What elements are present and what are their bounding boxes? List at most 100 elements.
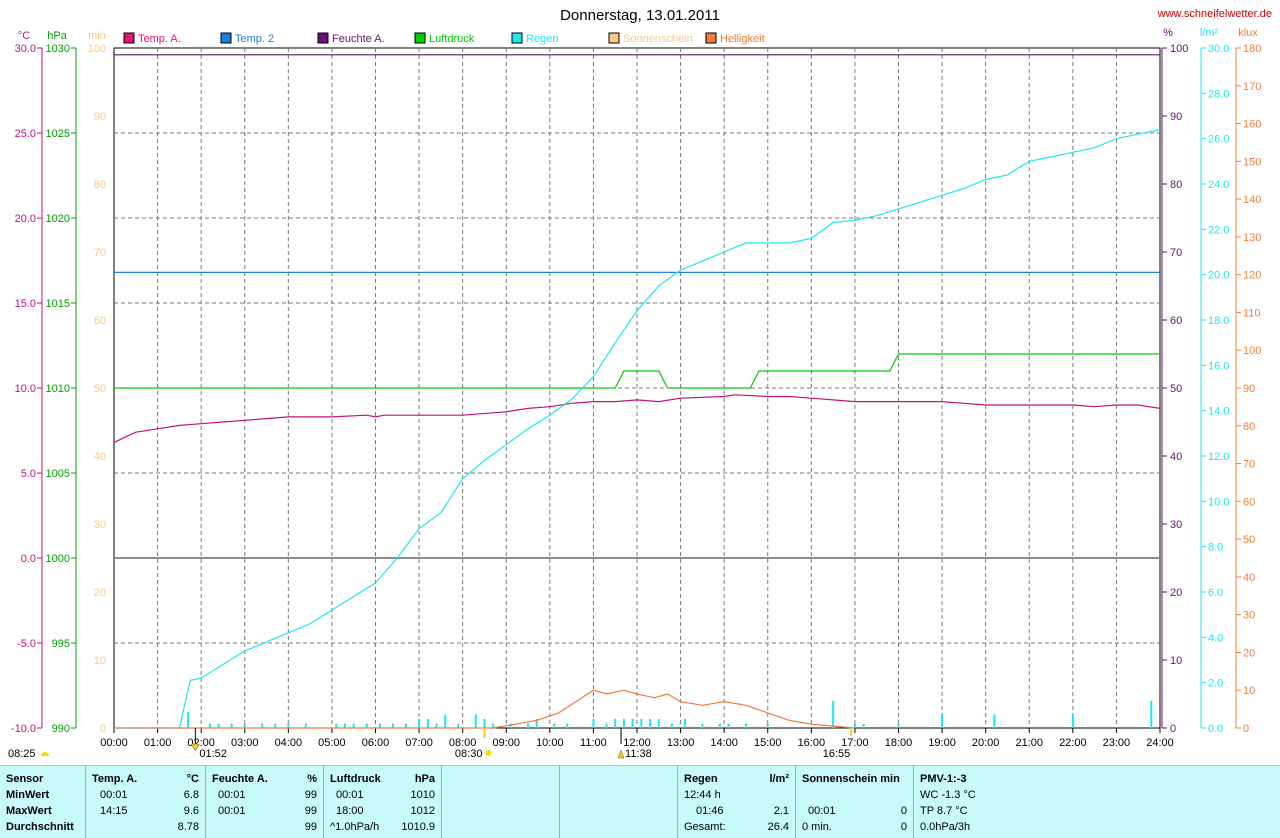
pmv-dewpoint: TP 8.7 °C xyxy=(920,805,968,817)
pressure-column: Luftdruck hPa 00:01 1010 18:00 1012 ^1.0hPa… xyxy=(324,766,442,838)
humidity-max: 99 xyxy=(304,805,317,817)
sunshine-total-label: 0 min. xyxy=(802,821,832,833)
rain-bar xyxy=(287,723,290,728)
temp-tick-label: 20.0 xyxy=(15,213,36,225)
rain-bar xyxy=(457,723,460,728)
sun-marker-icon xyxy=(485,750,492,756)
rain-bar xyxy=(566,723,569,728)
rain-header: Regen xyxy=(684,773,718,785)
time-tick-label: 10:00 xyxy=(536,737,564,749)
rain-bar xyxy=(897,723,900,728)
rain-bar xyxy=(352,723,355,728)
pressure-tick-label: 1020 xyxy=(46,213,70,225)
humidity-tick-label: 90 xyxy=(1170,111,1182,123)
summary-panel: Sensor MinWert MaxWert Durchschnitt Temp… xyxy=(0,765,1280,838)
rain-bar xyxy=(553,723,556,728)
rain-tick-label: 10.0 xyxy=(1208,496,1229,508)
row-label-avg: Durchschnitt xyxy=(6,821,74,833)
light-tick-label: 130 xyxy=(1243,232,1261,244)
rain-bar xyxy=(766,723,769,728)
humidity-tick-label: 0 xyxy=(1170,723,1176,735)
rain-bar xyxy=(832,700,835,728)
pressure-tick-label: 1025 xyxy=(46,128,70,140)
rain-bar xyxy=(208,723,211,728)
rain-unit-label: l/m² xyxy=(1200,27,1219,39)
sunrise-icon xyxy=(41,752,49,756)
sun-tick-label: 60 xyxy=(94,315,106,327)
sun-tick-label: 50 xyxy=(94,383,106,395)
temp-min-time: 00:01 xyxy=(100,789,128,801)
moon-marker-icon xyxy=(190,743,200,752)
sunshine-value: 0 xyxy=(900,805,907,817)
rain-bar xyxy=(718,723,721,728)
legend-swatch xyxy=(414,32,426,44)
temp-line xyxy=(113,394,1161,443)
time-tick-label: 15:00 xyxy=(754,737,782,749)
temp-tick-label: 30.0 xyxy=(15,43,36,55)
rain-bar xyxy=(274,723,277,728)
rain-tick-label: 22.0 xyxy=(1208,224,1229,236)
sun-tick-label: 70 xyxy=(94,247,106,259)
rain-bar xyxy=(701,723,704,728)
sun-marker-label: 08:30 xyxy=(455,748,483,760)
temp-unit: °C xyxy=(186,773,199,785)
humidity-header: Feuchte A. xyxy=(212,773,268,785)
pressure-tick-label: 1000 xyxy=(46,553,70,565)
rain-bar xyxy=(474,714,477,728)
sun-tick-label: 10 xyxy=(94,655,106,667)
humidity-tick-label: 60 xyxy=(1170,315,1182,327)
temp-tick-label: 5.0 xyxy=(21,468,36,480)
pressure-tick-label: 1015 xyxy=(46,298,70,310)
rain-bar xyxy=(670,723,673,728)
sunshine-total: 0 xyxy=(900,821,907,833)
light-tick-label: 170 xyxy=(1243,81,1261,93)
time-tick-label: 20:00 xyxy=(972,737,1000,749)
rain-bar xyxy=(509,723,512,728)
pmv-windchill: WC -1.3 °C xyxy=(920,789,976,801)
pressure-min: 1010 xyxy=(410,789,435,801)
humidity-column: Feuchte A.% 00:01 99 00:01 99 99 xyxy=(206,766,324,838)
rain-bar xyxy=(683,718,686,728)
rain-bar xyxy=(492,723,495,728)
legend-swatch xyxy=(705,32,717,44)
light-tick-label: 0 xyxy=(1243,723,1249,735)
time-tick-label: 12:00 xyxy=(623,737,651,749)
rain-tick-label: 28.0 xyxy=(1208,88,1229,100)
rain-bar xyxy=(365,723,368,728)
empty-column-1 xyxy=(442,766,560,838)
temp-tick-label: -10.0 xyxy=(11,723,36,735)
temp-tick-label: 0.0 xyxy=(21,553,36,565)
time-tick-label: 04:00 xyxy=(275,737,303,749)
sunrise-label: 08:25 xyxy=(8,748,36,760)
pressure-header: Luftdruck xyxy=(330,773,381,785)
rain-tick-label: 20.0 xyxy=(1208,270,1229,282)
pressure-tick-label: 1005 xyxy=(46,468,70,480)
rain-bar xyxy=(444,714,447,728)
rain-bar xyxy=(435,723,438,728)
rain-bar xyxy=(640,718,643,728)
time-tick-label: 00:00 xyxy=(100,737,128,749)
chart-title: Donnerstag, 13.01.2011 xyxy=(560,7,720,24)
pmv-pressure-trend: 0.0hPa/3h xyxy=(920,821,971,833)
time-tick-label: 24:00 xyxy=(1146,737,1174,749)
light-tick-label: 80 xyxy=(1243,421,1255,433)
pressure-max-time: 18:00 xyxy=(336,805,364,817)
humidity-tick-label: 100 xyxy=(1170,43,1188,55)
site-url: www.schneifelwetter.de xyxy=(1157,8,1272,20)
temp-column: Temp. A. °C 00:01 6.8 14:15 9.6 8.78 xyxy=(86,766,206,838)
rain-bar xyxy=(592,718,595,728)
temp-tick-label: 15.0 xyxy=(15,298,36,310)
rain-bar xyxy=(649,718,652,728)
rain-bar xyxy=(217,723,220,728)
humidity-min: 99 xyxy=(304,789,317,801)
light-tick-label: 60 xyxy=(1243,496,1255,508)
time-tick-label: 18:00 xyxy=(885,737,913,749)
light-line xyxy=(114,689,855,729)
row-label-max: MaxWert xyxy=(6,805,52,817)
light-unit-label: klux xyxy=(1238,27,1258,39)
rain-bar xyxy=(426,718,429,728)
temp-header: Temp. A. xyxy=(92,773,138,785)
rain-bar xyxy=(622,718,625,728)
rain-tick-label: 26.0 xyxy=(1208,134,1229,146)
sun-tick-label: 20 xyxy=(94,587,106,599)
